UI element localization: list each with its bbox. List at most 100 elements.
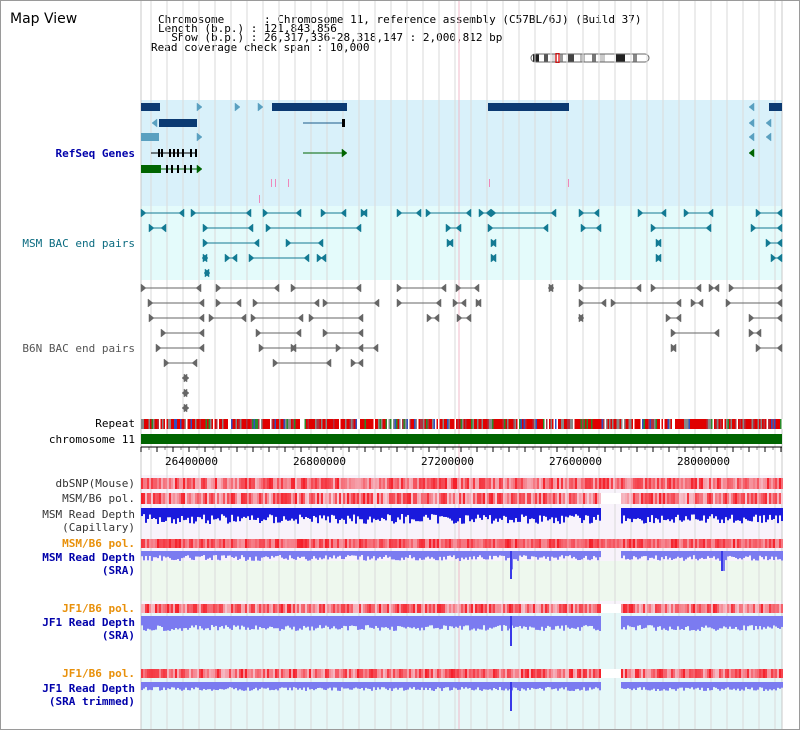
heat-cell xyxy=(469,669,471,678)
depth-bar xyxy=(729,551,731,556)
heat-cell xyxy=(625,669,627,678)
depth-bar xyxy=(691,682,693,688)
track-label-jf1-b6-pol-trimmed[interactable]: JF1/B6 pol. xyxy=(62,667,135,680)
heat-cell xyxy=(561,669,563,678)
repeat-mark xyxy=(333,419,335,429)
heat-cell xyxy=(681,669,683,678)
depth-bar xyxy=(475,508,477,519)
heat-cell xyxy=(235,539,237,548)
depth-bar xyxy=(165,508,167,521)
heat-cell xyxy=(685,669,687,678)
depth-bar xyxy=(319,682,321,688)
depth-bar xyxy=(205,682,207,690)
heat-cell xyxy=(449,669,451,678)
depth-bar xyxy=(665,682,667,691)
depth-bar xyxy=(191,616,193,626)
depth-bar xyxy=(371,551,373,559)
track-label-jf1-read-depth-trimmed[interactable]: JF1 Read Depth (SRA trimmed) xyxy=(1,682,135,708)
track-label-msm-b6-pol[interactable]: MSM/B6 pol. xyxy=(62,492,135,505)
heat-cell xyxy=(205,493,207,504)
depth-bar xyxy=(341,616,343,628)
depth-bar xyxy=(151,551,153,561)
heat-cell xyxy=(763,539,765,548)
heat-cell xyxy=(329,493,331,504)
depth-bar xyxy=(425,551,427,558)
heat-cell xyxy=(459,539,461,548)
heat-cell xyxy=(533,493,535,504)
heat-cell xyxy=(147,539,149,548)
heat-cell xyxy=(591,669,593,678)
heat-cell xyxy=(349,539,351,548)
arrow-right-icon xyxy=(308,313,315,323)
depth-bar xyxy=(555,508,557,518)
repeat-mark xyxy=(544,419,546,429)
track-label-b6n-bac[interactable]: B6N BAC end pairs xyxy=(22,342,135,355)
heat-cell xyxy=(631,493,633,504)
depth-bar xyxy=(455,682,457,689)
depth-bar xyxy=(215,551,217,556)
repeat-mark xyxy=(304,419,306,429)
heat-cell xyxy=(279,478,281,489)
depth-bar xyxy=(525,508,527,516)
heat-cell xyxy=(387,669,389,678)
repeat-mark xyxy=(258,419,260,429)
heat-cell xyxy=(535,604,537,613)
track-label-dbsnp[interactable]: dbSNP(Mouse) xyxy=(55,477,135,490)
track-label-refseq-genes[interactable]: RefSeq Genes xyxy=(55,147,135,160)
heat-cell xyxy=(613,539,615,548)
heat-cell xyxy=(143,669,145,678)
repeat-mark xyxy=(249,419,251,429)
repeat-mark xyxy=(618,419,620,429)
heat-cell xyxy=(647,539,649,548)
heat-cell xyxy=(293,539,295,548)
heat-cell xyxy=(589,493,591,504)
heat-cell xyxy=(313,539,315,548)
heat-cell xyxy=(507,539,509,548)
heat-cell xyxy=(209,669,211,678)
heat-cell xyxy=(551,669,553,678)
track-label-chromosome[interactable]: chromosome 11 xyxy=(48,433,135,446)
repeat-mark xyxy=(549,419,551,429)
repeat-mark xyxy=(453,419,455,429)
depth-bar xyxy=(273,616,275,629)
depth-bar xyxy=(265,682,267,689)
heat-cell xyxy=(747,669,749,678)
depth-bar xyxy=(377,508,379,520)
depth-bar xyxy=(413,682,415,688)
heat-cell xyxy=(733,669,735,678)
depth-bar xyxy=(443,551,445,557)
depth-bar xyxy=(419,508,421,522)
depth-bar xyxy=(167,551,169,557)
depth-bar xyxy=(361,616,363,630)
track-label-msm-b6-pol-sra[interactable]: MSM/B6 pol. xyxy=(62,537,135,550)
heat-cell xyxy=(225,604,227,613)
track-label-jf1-read-depth-sra[interactable]: JF1 Read Depth (SRA) xyxy=(1,616,135,642)
depth-bar xyxy=(465,508,467,516)
heat-cell xyxy=(369,604,371,613)
repeat-mark xyxy=(319,419,321,429)
heat-cell xyxy=(651,493,653,504)
heat-cell xyxy=(707,604,709,613)
heat-cell xyxy=(353,493,355,504)
track-label-msm-read-depth-capillary[interactable]: MSM Read Depth (Capillary) xyxy=(1,508,135,534)
track-label-msm-bac[interactable]: MSM BAC end pairs xyxy=(22,237,135,250)
heat-cell xyxy=(317,478,319,489)
depth-bar xyxy=(353,551,355,556)
depth-bar xyxy=(325,682,327,691)
heat-cell xyxy=(479,539,481,548)
repeat-mark xyxy=(508,419,510,429)
track-label-repeat[interactable]: Repeat xyxy=(95,417,135,430)
track-label-jf1-b6-pol[interactable]: JF1/B6 pol. xyxy=(62,602,135,615)
depth-bar xyxy=(753,551,755,559)
heat-cell xyxy=(207,493,209,504)
repeat-mark xyxy=(324,419,326,429)
depth-bar xyxy=(775,616,777,627)
depth-bar xyxy=(499,682,501,688)
depth-bar xyxy=(433,616,435,629)
chromosome-ideogram-icon[interactable] xyxy=(530,53,650,63)
depth-bar xyxy=(191,682,193,688)
track-label-msm-read-depth-sra[interactable]: MSM Read Depth (SRA) xyxy=(1,551,135,577)
repeat-mark xyxy=(450,419,452,429)
depth-bar xyxy=(173,616,175,630)
